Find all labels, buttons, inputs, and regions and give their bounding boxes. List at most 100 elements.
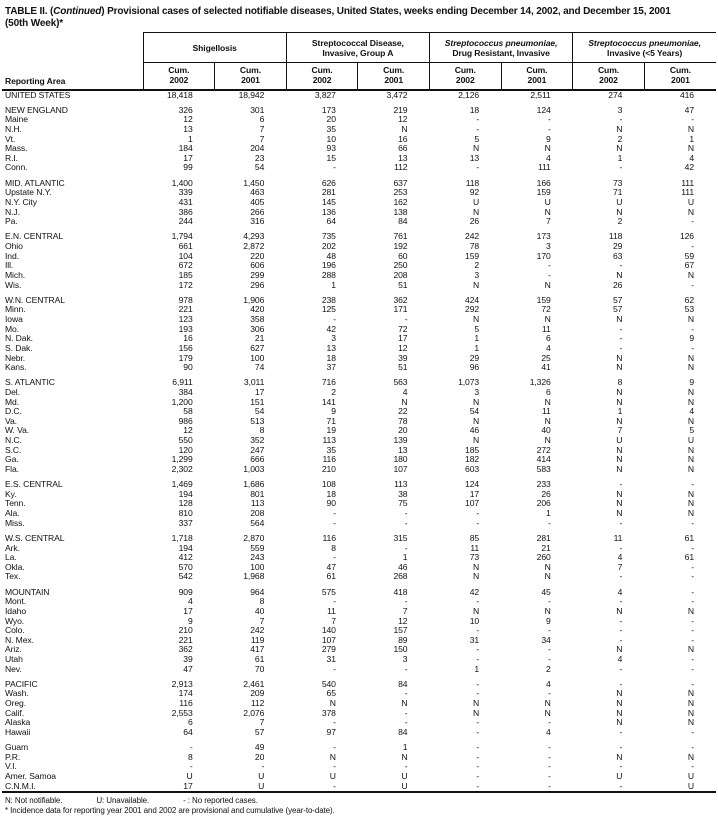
area-cell: Ill. (5, 261, 14, 271)
value-cell: N (401, 124, 408, 134)
value-cell: 151 (250, 397, 265, 407)
value-cell: 964 (250, 587, 265, 597)
value-cell: 93 (326, 144, 336, 154)
area-cell: Wyo. (5, 616, 25, 626)
footnote-no-reported-cases: - : No reported cases. (183, 796, 258, 806)
reporting-area-header: Reporting Area (2, 32, 144, 91)
value-cell: 104 (178, 251, 193, 261)
table-header: Reporting Area Shigellosis Streptococcal… (2, 32, 716, 91)
value-cell: 54 (469, 407, 480, 417)
value-cell: 71 (326, 416, 336, 426)
value-cell: - (189, 762, 193, 772)
area-cell: Tenn. (5, 499, 26, 509)
value-cell: 99 (183, 163, 193, 173)
area-cell: N.J. (5, 207, 20, 217)
value-cell: 57 (254, 727, 265, 737)
value-cell: 339 (178, 188, 193, 198)
value-cell: - (691, 480, 694, 490)
value-cell: 431 (178, 197, 193, 207)
value-cell: 1,003 (243, 464, 265, 474)
table-row: Minn. 221 420 125 171 292 72 57 53 (2, 305, 716, 315)
value-cell: 661 (178, 242, 193, 252)
value-cell: N (616, 499, 623, 509)
value-cell: - (547, 645, 551, 655)
column-header-cum-2001: Cum. 2001 (214, 62, 287, 91)
group-label-line2: Invasive (<5 Years) (607, 47, 683, 58)
group-label-line1: Streptococcus pneumoniae, (444, 37, 558, 48)
value-cell: 62 (684, 295, 694, 305)
table-row: Upstate N.Y. 339 463 281 253 92 159 71 111 (2, 188, 716, 198)
value-cell: 9 (187, 616, 193, 626)
area-cell: Ohio (5, 242, 23, 252)
area-cell: Ind. (5, 251, 19, 261)
value-cell: 54 (254, 407, 265, 417)
area-cell: Alaska (5, 718, 31, 728)
table-row: Tenn. 128 113 90 75 107 206 N N (2, 499, 716, 509)
value-cell: 221 (178, 635, 193, 645)
value-cell: N (616, 718, 623, 728)
value-cell: - (691, 597, 694, 607)
value-cell: 125 (321, 305, 336, 315)
value-cell: 4 (546, 727, 551, 737)
area-cell: Ala. (5, 509, 20, 519)
table-row: Mo. 193 306 42 72 5 11 - - (2, 325, 716, 335)
value-cell: N (544, 562, 551, 572)
value-cell: N (687, 144, 694, 154)
area-cell: Md. (5, 397, 20, 407)
value-cell: 4 (617, 553, 623, 563)
value-cell: - (619, 762, 623, 772)
value-cell: N (472, 280, 480, 290)
table-row: Mass. 184 204 93 66 N N N N (2, 144, 716, 154)
value-cell: 559 (250, 543, 265, 553)
value-cell: 2,913 (171, 679, 193, 689)
table-row: D.C. 58 54 9 22 54 11 1 4 (2, 407, 716, 417)
value-cell: 118 (608, 232, 623, 242)
value-cell: 16 (183, 334, 193, 344)
value-cell: 6 (546, 334, 551, 344)
value-cell: - (691, 664, 694, 674)
value-cell: - (404, 689, 408, 699)
value-cell: 7 (259, 718, 265, 728)
value-cell: 2,511 (530, 89, 551, 100)
area-cell: Maine (5, 115, 28, 125)
value-cell: 20 (254, 752, 265, 762)
value-cell: 3,827 (314, 89, 336, 100)
value-cell: 7 (259, 134, 265, 144)
value-cell: 84 (398, 679, 408, 689)
area-cell: Wash. (5, 689, 29, 699)
value-cell: 61 (326, 572, 336, 582)
value-cell: - (476, 772, 480, 782)
value-cell: 42 (684, 163, 694, 173)
value-cell: 292 (465, 305, 480, 315)
group-label-line1: Streptococcal Disease, (311, 37, 404, 48)
value-cell: N (616, 489, 623, 499)
value-cell: 8 (259, 426, 265, 436)
value-cell: 3 (474, 387, 480, 397)
value-cell: - (619, 635, 623, 645)
value-cell: N (616, 464, 623, 474)
value-cell: - (333, 743, 336, 753)
value-cell: 78 (469, 242, 480, 252)
value-cell: 90 (183, 363, 193, 373)
table-row: N.C. 550 352 113 139 N N U U (2, 436, 716, 446)
value-cell: 17 (183, 781, 193, 791)
table-row: E.N. CENTRAL 1,794 4,293 735 761 242 173 118 126 (2, 232, 716, 242)
value-cell: - (476, 718, 480, 728)
value-cell: 107 (465, 499, 480, 509)
value-cell: 4 (689, 407, 694, 417)
value-cell: 247 (250, 445, 265, 455)
value-cell: 210 (321, 464, 336, 474)
area-cell: Hawaii (5, 727, 31, 737)
value-cell: 29 (612, 242, 623, 252)
notifiable-diseases-table: Reporting Area Shigellosis Streptococcal… (2, 32, 716, 794)
table-row: Ala. 810 208 - - - 1 N N (2, 509, 716, 519)
value-cell: 112 (250, 699, 265, 709)
value-cell: U (472, 197, 480, 207)
value-cell: 13 (326, 343, 336, 353)
value-cell: 666 (250, 455, 265, 465)
value-cell: 78 (398, 416, 408, 426)
value-cell: 113 (250, 499, 265, 509)
value-cell: 810 (178, 509, 193, 519)
value-cell: 316 (250, 217, 265, 227)
group-header-shigellosis: Shigellosis (142, 32, 287, 63)
